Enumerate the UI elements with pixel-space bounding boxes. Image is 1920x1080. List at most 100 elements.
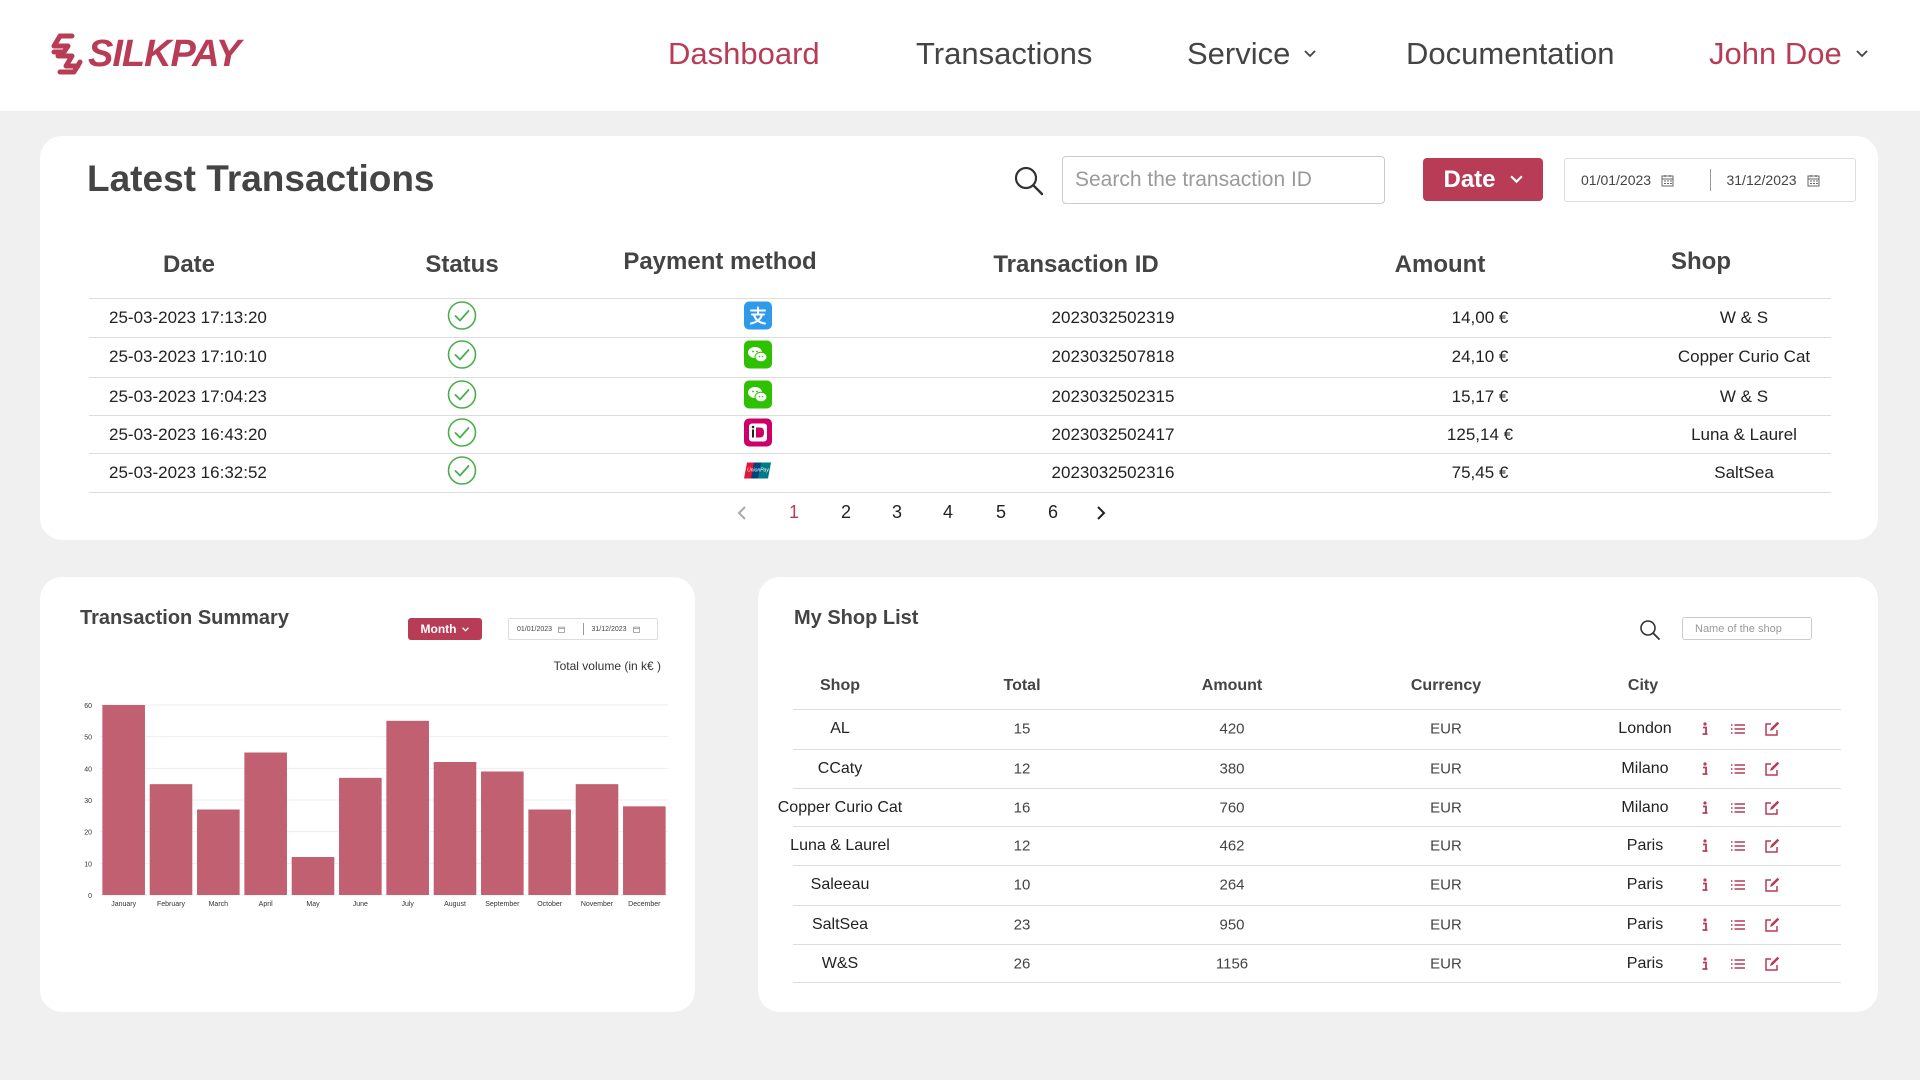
info-icon[interactable] xyxy=(1697,838,1713,854)
column-header-transaction-id[interactable]: Transaction ID xyxy=(993,251,1159,278)
shop-name: AL xyxy=(830,719,850,737)
edit-icon[interactable] xyxy=(1764,956,1780,972)
column-header-payment-method[interactable]: Payment method xyxy=(623,248,817,275)
calendar-icon[interactable] xyxy=(558,626,565,633)
info-icon[interactable] xyxy=(1697,877,1713,893)
y-tick-label: 40 xyxy=(84,766,92,773)
list-icon[interactable] xyxy=(1730,800,1746,816)
list-icon[interactable] xyxy=(1730,917,1746,933)
table-row[interactable]: W&S 26 1156 EUR Paris xyxy=(793,944,1841,982)
transaction-search-input[interactable] xyxy=(1062,156,1385,204)
chevron-right-icon[interactable] xyxy=(1096,505,1106,521)
table-row[interactable]: 25-03-2023 17:10:10 2023032507818 24,10 € C… xyxy=(89,337,1831,376)
x-tick-label: November xyxy=(581,901,614,908)
transaction-amount: 24,10 € xyxy=(1451,347,1509,366)
date-from-field[interactable]: 01/01/2023 xyxy=(1565,172,1710,188)
table-row[interactable]: AL 15 420 EUR London xyxy=(793,709,1841,747)
column-header-shop[interactable]: Shop xyxy=(820,677,860,694)
info-icon[interactable] xyxy=(1697,917,1713,933)
silkpay-logo[interactable]: SILKPAY xyxy=(50,32,241,76)
column-header-city[interactable]: City xyxy=(1627,677,1659,694)
calendar-icon[interactable] xyxy=(632,626,640,633)
transaction-date: 25-03-2023 16:43:20 xyxy=(109,425,267,444)
bar-march xyxy=(197,809,240,895)
date-filter-button[interactable]: Date xyxy=(1423,158,1543,201)
edit-icon[interactable] xyxy=(1764,917,1780,933)
table-row[interactable]: 25-03-2023 17:13:20 2023032502319 14,00 € W… xyxy=(89,298,1831,337)
table-row[interactable]: 25-03-2023 16:32:52 UnionPay 2023032502316… xyxy=(89,453,1831,492)
chevron-left-icon[interactable] xyxy=(737,505,747,521)
nav-transactions[interactable]: Transactions xyxy=(916,36,1092,72)
table-row[interactable]: 25-03-2023 16:43:20 2023032502417 125,14 €… xyxy=(89,415,1831,454)
info-icon[interactable] xyxy=(1697,761,1713,777)
table-row[interactable]: 25-03-2023 17:04:23 2023032502315 15,17 € W… xyxy=(89,377,1831,416)
summary-date-from-field[interactable]: 01/01/2023 xyxy=(509,626,583,633)
info-icon[interactable] xyxy=(1697,800,1713,816)
list-icon[interactable] xyxy=(1730,761,1746,777)
user-menu[interactable]: John Doe xyxy=(1709,36,1868,72)
y-tick-label: 0 xyxy=(88,893,92,900)
list-icon[interactable] xyxy=(1730,721,1746,737)
edit-icon[interactable] xyxy=(1764,761,1780,777)
column-header-total[interactable]: Total xyxy=(1003,677,1041,694)
column-header-status[interactable]: Status xyxy=(425,251,499,278)
transaction-id[interactable]: 2023032502316 xyxy=(1051,463,1175,482)
column-header-date[interactable]: Date xyxy=(162,251,216,278)
column-header-currency[interactable]: Currency xyxy=(1410,677,1482,694)
info-icon[interactable] xyxy=(1697,721,1713,737)
transaction-id[interactable]: 2023032507818 xyxy=(1051,347,1175,366)
page-6[interactable]: 6 xyxy=(1047,502,1059,522)
info-icon[interactable] xyxy=(1697,956,1713,972)
date-range-picker[interactable]: 01/01/2023 31/12/2023 xyxy=(1564,158,1856,202)
calendar-icon[interactable] xyxy=(1807,174,1820,187)
column-header-amount[interactable]: Amount xyxy=(1394,251,1486,278)
page-2[interactable]: 2 xyxy=(840,502,852,522)
list-icon[interactable] xyxy=(1730,838,1746,854)
calendar-icon[interactable] xyxy=(1661,174,1674,187)
column-header-amount[interactable]: Amount xyxy=(1201,677,1263,694)
search-icon[interactable] xyxy=(1013,165,1045,197)
page-1[interactable]: 1 xyxy=(788,502,800,522)
table-bottom-border xyxy=(89,492,1831,493)
summary-date-to-field[interactable]: 31/12/2023 xyxy=(584,626,658,633)
shop-search-input[interactable] xyxy=(1682,617,1812,640)
nav-dashboard[interactable]: Dashboard xyxy=(668,36,820,72)
table-row[interactable]: CCaty 12 380 EUR Milano xyxy=(793,749,1841,787)
x-tick-label: April xyxy=(259,901,273,908)
page-5[interactable]: 5 xyxy=(995,502,1007,522)
column-header-shop[interactable]: Shop xyxy=(1671,248,1731,275)
transaction-id[interactable]: 2023032502315 xyxy=(1051,387,1175,406)
table-row[interactable]: Luna & Laurel 12 462 EUR Paris xyxy=(790,826,1841,864)
bar-april xyxy=(244,752,287,895)
page-4[interactable]: 4 xyxy=(942,502,954,522)
period-select-button[interactable]: Month xyxy=(408,618,482,640)
table-row[interactable]: SaltSea 23 950 EUR Paris xyxy=(793,905,1841,943)
shop-name: W&S xyxy=(821,954,859,972)
shop-amount: 380 xyxy=(1219,760,1245,777)
search-icon[interactable] xyxy=(1639,619,1661,641)
nav-service[interactable]: Service xyxy=(1187,36,1317,72)
edit-icon[interactable] xyxy=(1764,721,1780,737)
nav-dashboard-label: Dashboard xyxy=(668,36,820,71)
shop-city: Milano xyxy=(1621,798,1669,816)
list-icon[interactable] xyxy=(1730,877,1746,893)
page-3[interactable]: 3 xyxy=(891,502,903,522)
list-icon[interactable] xyxy=(1730,956,1746,972)
table-row[interactable]: Copper Curio Cat 16 760 EUR Milano xyxy=(778,788,1841,826)
shop-list-title: My Shop List xyxy=(794,607,919,629)
edit-icon[interactable] xyxy=(1764,877,1780,893)
transaction-shop: W & S xyxy=(1719,308,1769,327)
transaction-shop: Copper Curio Cat xyxy=(1677,347,1811,366)
table-row[interactable]: Saleeau 10 264 EUR Paris xyxy=(793,865,1841,903)
date-from-value: 01/01/2023 xyxy=(1581,172,1652,188)
transaction-id[interactable]: 2023032502417 xyxy=(1051,425,1175,444)
nav-documentation[interactable]: Documentation xyxy=(1406,36,1615,72)
transaction-id[interactable]: 2023032502319 xyxy=(1051,308,1175,327)
shop-name: CCaty xyxy=(817,759,863,777)
alipay-icon xyxy=(744,301,772,335)
date-to-field[interactable]: 31/12/2023 xyxy=(1710,172,1855,188)
y-tick-label: 50 xyxy=(84,735,92,742)
summary-date-range-picker[interactable]: 01/01/2023 31/12/2023 xyxy=(508,618,658,640)
edit-icon[interactable] xyxy=(1764,838,1780,854)
edit-icon[interactable] xyxy=(1764,800,1780,816)
